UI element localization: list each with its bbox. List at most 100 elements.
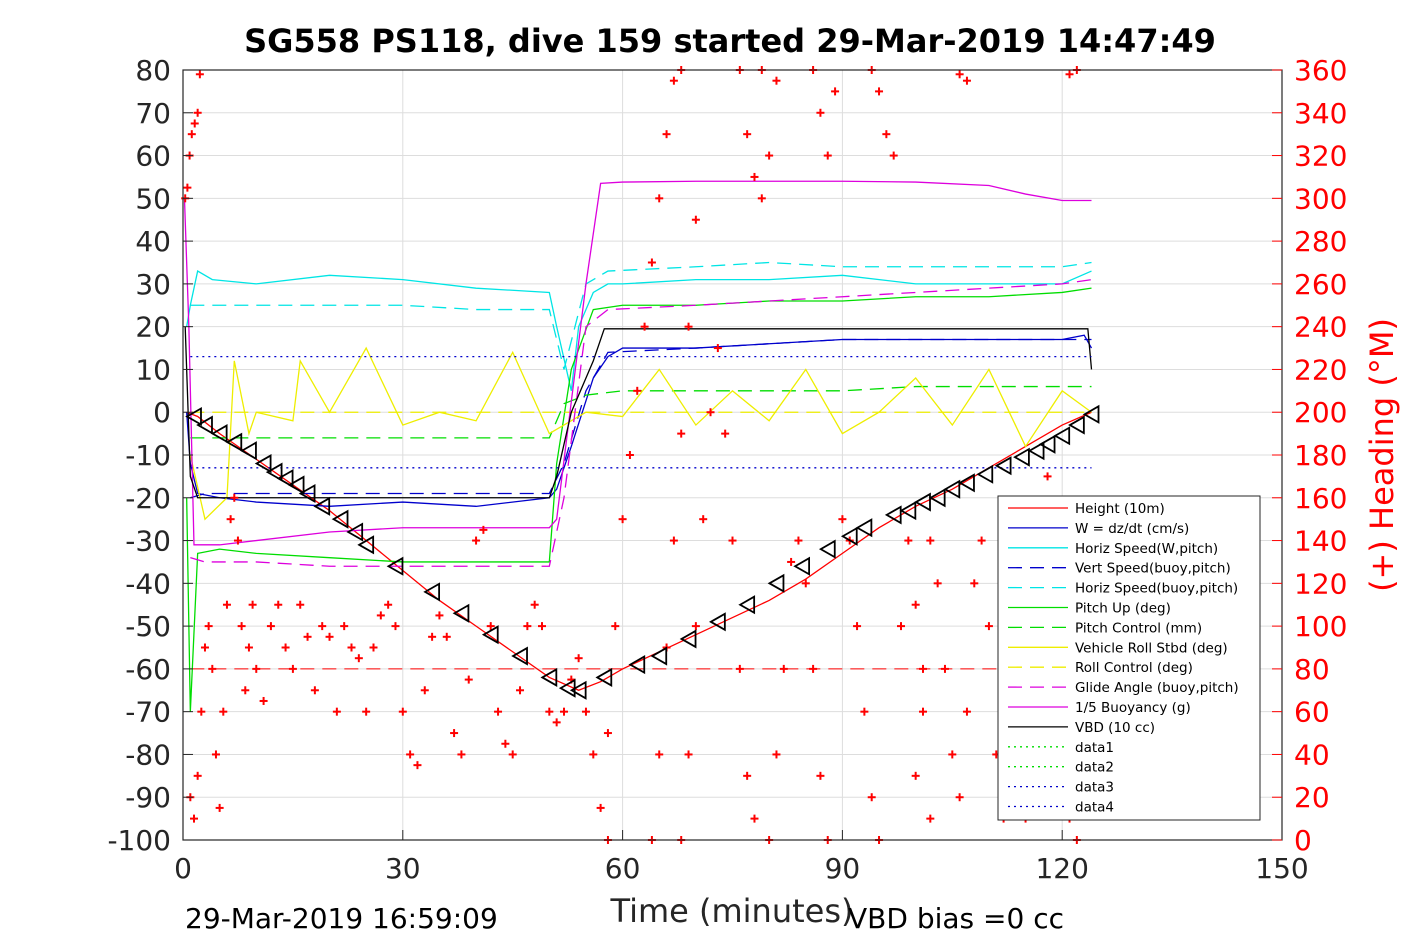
depth-marker: [386, 556, 404, 576]
depth-marker: [793, 556, 811, 576]
y-tick-label: -30: [125, 525, 171, 558]
heading-point: [699, 515, 708, 524]
y-tick-label: -100: [107, 824, 171, 857]
heading-point: [816, 108, 825, 117]
x-tick-label: 60: [605, 852, 641, 885]
heading-point: [457, 750, 466, 759]
depth-marker: [855, 518, 873, 538]
heading-point: [376, 611, 385, 620]
x-tick-label: 90: [825, 852, 861, 885]
heading-point: [442, 632, 451, 641]
heading-point: [589, 750, 598, 759]
heading-point: [288, 664, 297, 673]
series-line-10: [183, 180, 1092, 546]
heading-point: [801, 579, 810, 588]
depth-marker: [595, 667, 613, 687]
legend-label: VBD (10 cc): [1075, 720, 1155, 736]
legend-label: Vert Speed(buoy,pitch): [1075, 561, 1231, 577]
heading-point: [816, 771, 825, 780]
heading-point: [222, 600, 231, 609]
heading-point: [530, 600, 539, 609]
heading-point: [655, 750, 664, 759]
heading-point: [1043, 472, 1052, 481]
heading-point: [274, 600, 283, 609]
heading-point: [248, 600, 257, 609]
heading-point: [596, 803, 605, 812]
y-tick-label: -10: [125, 439, 171, 472]
heading-point: [266, 622, 275, 631]
depth-marker: [210, 424, 228, 444]
heading-point: [875, 87, 884, 96]
heading-point: [611, 622, 620, 631]
y-tick-label: 20: [135, 311, 171, 344]
depth-marker: [331, 509, 349, 529]
y-tick-label: -40: [125, 567, 171, 600]
depth-marker: [569, 680, 587, 700]
right-axis-label: (+) Heading (°M): [1363, 318, 1401, 592]
series-line-6: [190, 385, 1092, 439]
depth-marker: [313, 496, 331, 516]
heading-point: [867, 793, 876, 802]
footer-vbd-bias: VBD bias =0 cc: [848, 902, 1064, 935]
heading-point: [684, 322, 693, 331]
heading-point: [406, 750, 415, 759]
heading-point: [552, 718, 561, 727]
depth-marker: [225, 432, 243, 452]
series-lines: [183, 180, 1093, 712]
legend-label: Vehicle Roll Stbd (deg): [1075, 640, 1228, 656]
heading-point: [838, 515, 847, 524]
heading-point: [259, 696, 268, 705]
y2-tick-label: 260: [1294, 268, 1347, 301]
heading-point: [911, 771, 920, 780]
heading-point: [195, 70, 204, 79]
x-tick-label: 120: [1035, 852, 1088, 885]
heading-point: [728, 536, 737, 545]
heading-point: [391, 622, 400, 631]
axis-ticks: 0 30 60 90 120 150-100-90-80-70-60-50-40-30-2…: [107, 54, 1347, 885]
heading-point: [640, 322, 649, 331]
heading-point: [889, 151, 898, 160]
y-tick-label: -20: [125, 482, 171, 515]
depth-marker: [958, 473, 975, 493]
y-tick-label: 40: [135, 225, 171, 258]
y2-tick-label: 320: [1294, 140, 1347, 173]
heading-point: [193, 108, 202, 117]
x-axis-label: Time (minutes): [610, 892, 854, 930]
heading-point: [574, 654, 583, 663]
depth-marker: [357, 535, 375, 555]
x-tick-label: 30: [385, 852, 421, 885]
heading-point: [1065, 70, 1074, 79]
heading-point: [464, 675, 473, 684]
heading-point: [479, 525, 488, 534]
y2-tick-label: 300: [1294, 182, 1347, 215]
y2-tick-label: 80: [1294, 653, 1330, 686]
heading-point: [318, 622, 327, 631]
legend-label: Roll Control (deg): [1075, 660, 1193, 676]
heading-point: [735, 664, 744, 673]
depth-marker: [423, 582, 441, 602]
heading-point: [618, 515, 627, 524]
y2-tick-label: 240: [1294, 311, 1347, 344]
y-tick-label: -80: [125, 738, 171, 771]
heading-point: [398, 707, 407, 716]
y-tick-label: 70: [135, 97, 171, 130]
heading-point: [516, 686, 525, 695]
heading-point: [772, 76, 781, 85]
depth-marker: [511, 646, 528, 666]
heading-point: [904, 536, 913, 545]
heading-point: [189, 814, 198, 823]
heading-point: [647, 258, 656, 267]
heading-point: [435, 611, 444, 620]
heading-point: [193, 771, 202, 780]
depth-marker: [298, 483, 316, 504]
heading-point: [779, 664, 788, 673]
heading-point: [940, 664, 949, 673]
depth-marker: [1082, 404, 1100, 424]
heading-point: [669, 76, 678, 85]
heading-point: [933, 579, 942, 588]
heading-point: [794, 536, 803, 545]
legend-label: Height (10m): [1075, 501, 1165, 517]
legend-label: data4: [1075, 800, 1114, 816]
legend-box: [997, 495, 1261, 821]
